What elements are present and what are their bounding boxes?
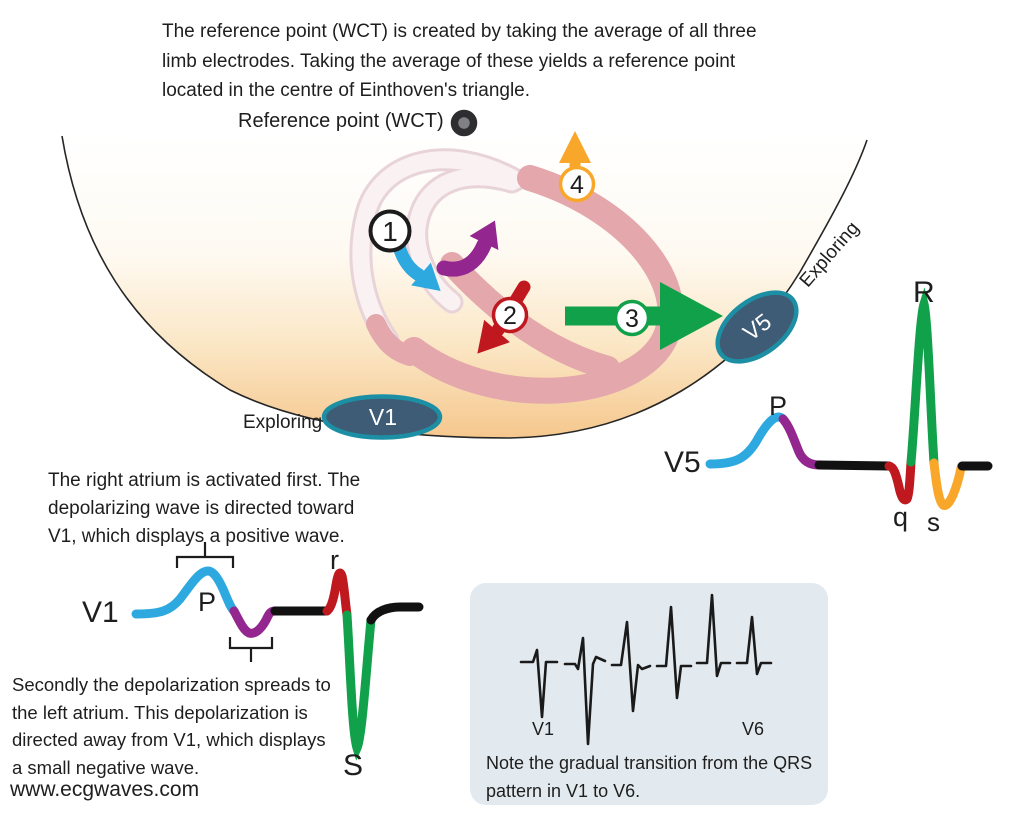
v5-baseline-segment: [814, 460, 894, 471]
qrs-complex-v5: [695, 593, 732, 678]
heart-rose-outer-loop: [401, 165, 684, 404]
v5-r-wave-segment: [906, 287, 939, 468]
v5-p-wave-segment: [705, 412, 788, 469]
electrode-v5: V5: [715, 290, 799, 364]
qrs-transition-box: [470, 583, 828, 805]
qrs-complex-v1: [519, 648, 559, 719]
qrs-complex-v2: [563, 636, 607, 746]
step-3-number: 3: [625, 305, 639, 333]
v1-p-label: P: [198, 587, 217, 617]
v5-atrial-purple-segment: [778, 414, 824, 470]
electrode-v1-label: V1: [369, 404, 397, 430]
step-1-number: 1: [382, 216, 398, 247]
website-text: www.ecgwaves.com: [10, 778, 200, 801]
arrow-purple-head: [469, 220, 499, 251]
v1-p-wave-segment: [131, 566, 239, 619]
exploring-label-v1: Exploring: [243, 412, 323, 433]
heart-pale-loop: [352, 151, 525, 349]
v5-s-label: s: [927, 507, 940, 537]
note-box-v1-label: V1: [532, 719, 555, 739]
torso-outline: [61, 135, 868, 439]
arrow-purple-left-atrium: [436, 220, 499, 277]
v1-r-wave-segment: [322, 568, 352, 620]
bracket-above-p-wave: [175, 542, 235, 568]
v5-lead-label: V5: [664, 446, 701, 479]
arrow-3-head: [660, 282, 723, 350]
step-marker-2: 2: [491, 296, 529, 334]
v5-ecg-trace: [705, 287, 993, 510]
arrow-purple-shaft: [436, 237, 492, 277]
note-box-text: Note the gradual transition from the QRS…: [486, 753, 813, 801]
heart-rose-septum: [440, 252, 620, 380]
step-marker-3: 3: [613, 299, 651, 337]
v1-lead-label: V1: [82, 596, 119, 629]
v1-atrial-purple-segment: [229, 606, 280, 638]
v1-baseline-end-segment: [366, 602, 424, 625]
heart-rose-stub: [366, 314, 420, 366]
step-4-number: 4: [570, 171, 584, 199]
note-box-background: [470, 583, 828, 805]
p-wave-brackets: [175, 542, 274, 662]
left-atrium-caption: Secondly the depolarization spreads to t…: [12, 674, 331, 778]
right-atrium-caption: The right atrium is activated first. The…: [48, 470, 361, 547]
intro-text: The reference point (WCT) is created by …: [162, 21, 757, 101]
bracket-below-purple-wave: [228, 637, 274, 662]
qrs-complex-v4: [655, 605, 693, 700]
qrs-complex-v3: [610, 620, 652, 713]
step-2-number: 2: [503, 302, 517, 330]
step-marker-4: 4: [558, 165, 596, 203]
wct-reference-dot: [450, 109, 478, 137]
v5-q-label: q: [893, 502, 909, 532]
arrow-2-head: [477, 319, 510, 354]
step-marker-1: 1: [368, 209, 412, 253]
note-box-v6-label: V6: [742, 719, 765, 739]
v1-s-label: S: [343, 749, 364, 782]
wct-label: Reference point (WCT): [238, 110, 444, 132]
v1-r-label: r: [330, 545, 339, 575]
v5-p-label: P: [769, 391, 788, 421]
arrow-4-head: [559, 131, 591, 163]
v5-q-wave-segment: [884, 457, 916, 505]
qrs-complex-v6: [735, 615, 773, 676]
v1-s-wave-segment: [342, 610, 376, 761]
arrow-1-head: [411, 262, 441, 292]
v1-ecg-trace: [131, 566, 424, 761]
v5-r-label: R: [913, 276, 935, 309]
electrode-v1: V1: [321, 394, 443, 440]
